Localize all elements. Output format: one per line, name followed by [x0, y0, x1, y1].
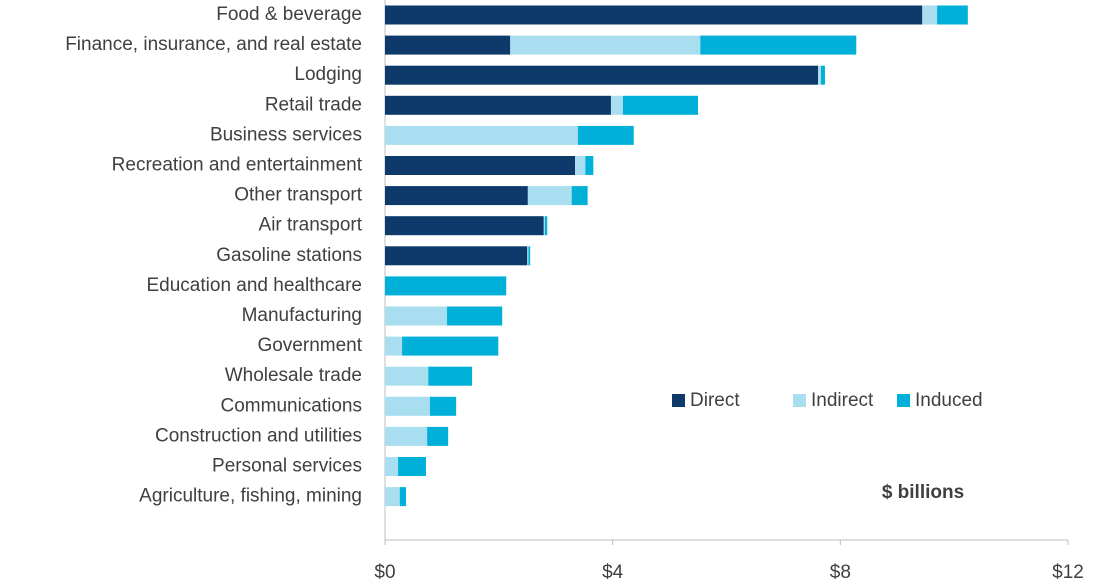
x-tick-label: $0 [374, 562, 395, 583]
bar-segment [385, 156, 576, 175]
bar-segment [427, 426, 449, 446]
bar-segment [544, 216, 548, 236]
bar-segment [527, 246, 529, 266]
y-tick-label: Other transport [234, 185, 362, 206]
bar-segment [575, 156, 586, 175]
bar-segment [527, 186, 572, 206]
legend-swatch [793, 394, 806, 407]
bar-segment [385, 95, 611, 115]
legend-label: Induced [915, 390, 983, 411]
bar-segment [543, 216, 545, 236]
y-tick-label: Communications [221, 395, 363, 416]
y-tick-label: Personal services [212, 456, 362, 477]
y-tick-label: Recreation and entertainment [112, 155, 363, 176]
bar-segment [385, 457, 399, 476]
y-tick-label: Air transport [259, 215, 363, 236]
bar-segment [937, 5, 968, 25]
bar-segment [818, 65, 821, 85]
bar-segment [399, 487, 407, 507]
bar-segment [385, 216, 544, 236]
y-tick-label: Finance, insurance, and real estate [65, 34, 362, 55]
bar-segment [510, 35, 701, 55]
bar-segment [385, 65, 819, 85]
bar-segment [402, 336, 499, 356]
bar-segment [700, 35, 857, 55]
bar-segment [385, 5, 923, 25]
legend-label: Direct [690, 390, 740, 411]
bar-segment [577, 125, 634, 145]
bar-segment [622, 95, 699, 115]
x-tick-label: $4 [602, 562, 624, 583]
y-tick-label: Manufacturing [242, 305, 362, 326]
bar-segment [385, 306, 448, 326]
bar-segment [610, 95, 623, 115]
y-tick-label: Lodging [294, 64, 362, 85]
bar-segment [820, 65, 825, 85]
bar-segment [385, 276, 507, 296]
bar-segment [447, 306, 503, 326]
legend-swatch [897, 394, 910, 407]
bar-segment [385, 336, 403, 356]
bar-segment [385, 246, 528, 266]
y-tick-label: Agriculture, fishing, mining [139, 486, 362, 507]
bar-segment [385, 186, 528, 206]
bar-segment [385, 487, 400, 507]
y-tick-label: Gasoline stations [216, 245, 362, 266]
y-tick-label: Business services [210, 124, 362, 145]
bar-segment [428, 366, 473, 386]
y-tick-label: Government [257, 335, 362, 356]
y-tick-label: Food & beverage [216, 4, 362, 25]
x-tick-label: $12 [1052, 562, 1084, 583]
bar-segment [385, 396, 430, 416]
x-tick-label: $8 [830, 562, 851, 583]
y-tick-label: Education and healthcare [147, 275, 363, 296]
bar-segment [922, 5, 938, 25]
bar-segment [385, 366, 429, 386]
bar-segment [585, 156, 594, 175]
bar-segment [385, 125, 578, 145]
legend-label: Indirect [811, 390, 874, 411]
y-tick-label: Retail trade [265, 94, 362, 115]
unit-annotation: $ billions [882, 482, 964, 503]
bar-segment [571, 186, 588, 206]
bar-segment [385, 35, 511, 55]
bar-segment [398, 457, 426, 476]
y-tick-label: Wholesale trade [225, 365, 362, 386]
legend-swatch [672, 394, 685, 407]
bar-segment [528, 246, 531, 266]
bar-segment [385, 426, 428, 446]
bar-segment [429, 396, 457, 416]
y-tick-label: Construction and utilities [155, 425, 362, 446]
